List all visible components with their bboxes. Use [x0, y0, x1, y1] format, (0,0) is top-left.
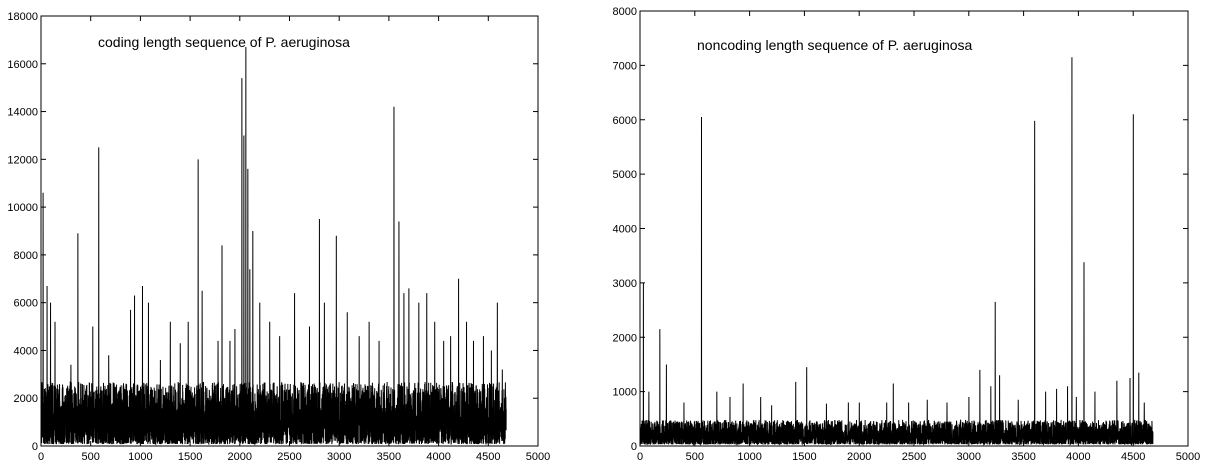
coding-y-tick-label: 18000 [7, 11, 38, 23]
coding-plot-frame [40, 15, 539, 447]
noncoding-y-tick-label: 1000 [613, 387, 637, 399]
coding-chart: 0 500 1000 1500 2000 2500 3000 3500 4000 4500 5000… [7, 11, 550, 463]
noncoding-x-tick-label: 1000 [737, 451, 761, 463]
coding-x-tick-label: 3500 [377, 451, 401, 463]
noncoding-x-tick-label: 1500 [792, 451, 816, 463]
noncoding-x-tick-label: 3500 [1011, 451, 1035, 463]
noncoding-chart-title: noncoding length sequence of P. aerugino… [697, 37, 973, 53]
noncoding-axis-ticks: 0 500 1000 1500 2000 2500 3000 3500 4000 4500 5000… [613, 6, 1201, 463]
noncoding-x-tick-label: 2500 [902, 451, 926, 463]
coding-y-tick-label: 2000 [14, 393, 38, 405]
noncoding-x-tick-label: 500 [686, 451, 704, 463]
noncoding-y-tick-label: 8000 [613, 6, 637, 18]
coding-y-tick-label: 14000 [7, 107, 38, 119]
coding-x-tick-label: 1500 [178, 451, 202, 463]
coding-y-tick-label: 4000 [14, 345, 38, 357]
noncoding-y-tick-label: 2000 [613, 332, 637, 344]
noncoding-x-tick-label: 5000 [1176, 451, 1200, 463]
noncoding-x-tick-label: 3000 [957, 451, 981, 463]
coding-x-tick-label: 4000 [426, 451, 450, 463]
coding-y-tick-label: 8000 [14, 250, 38, 262]
coding-y-tick-label: 0 [32, 441, 38, 453]
noncoding-y-tick-label: 4000 [613, 224, 637, 236]
coding-y-tick-label: 16000 [7, 59, 38, 71]
noncoding-series-line [639, 57, 1154, 447]
coding-y-tick-label: 10000 [7, 202, 38, 214]
noncoding-x-tick-label: 4500 [1121, 451, 1145, 463]
noncoding-y-tick-label: 0 [631, 441, 637, 453]
coding-chart-title: coding length sequence of P. aeruginosa [98, 34, 350, 50]
noncoding-y-tick-label: 7000 [613, 60, 637, 72]
coding-x-tick-label: 5000 [526, 451, 550, 463]
coding-x-tick-label: 1000 [128, 451, 152, 463]
coding-x-tick-label: 4500 [476, 451, 500, 463]
coding-x-tick-label: 2500 [277, 451, 301, 463]
noncoding-y-tick-label: 5000 [613, 169, 637, 181]
noncoding-x-tick-label: 0 [637, 451, 643, 463]
noncoding-x-tick-label: 2000 [847, 451, 871, 463]
noncoding-y-tick-label: 6000 [613, 115, 637, 127]
noncoding-plot-frame [639, 10, 1189, 447]
noncoding-x-tick-label: 4000 [1066, 451, 1090, 463]
coding-axis-ticks: 0 500 1000 1500 2000 2500 3000 3500 4000 4500 5000… [7, 11, 550, 463]
coding-x-tick-label: 3000 [327, 451, 351, 463]
coding-y-tick-label: 12000 [7, 154, 38, 166]
coding-x-tick-label: 500 [82, 451, 100, 463]
coding-x-tick-label: 0 [38, 451, 44, 463]
noncoding-y-tick-label: 3000 [613, 278, 637, 290]
coding-x-tick-label: 2000 [228, 451, 252, 463]
coding-y-tick-label: 6000 [14, 298, 38, 310]
coding-series-line [40, 47, 507, 446]
noncoding-chart: 0 500 1000 1500 2000 2500 3000 3500 4000 4500 5000… [613, 6, 1201, 463]
